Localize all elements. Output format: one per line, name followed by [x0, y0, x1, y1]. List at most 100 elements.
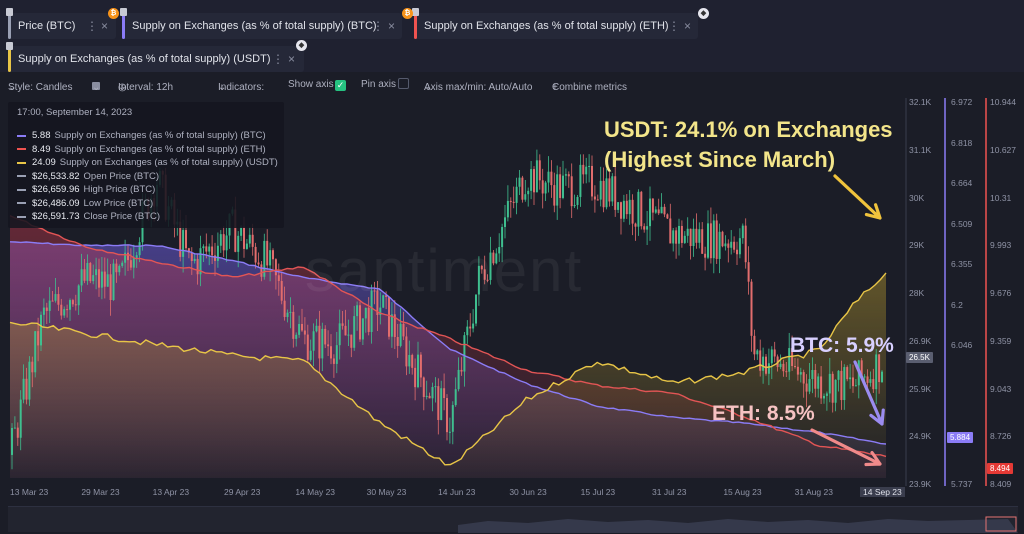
candle-body: [857, 360, 860, 386]
candle-body: [506, 200, 509, 218]
candle-body: [564, 174, 567, 176]
show-axis-checkbox[interactable]: ✓: [335, 80, 346, 91]
usdt-annotation-line1: USDT: 24.1% on Exchanges: [604, 117, 893, 142]
hover-tooltip: 17:00, September 14, 2023 5.88 Supply on …: [8, 102, 284, 228]
btc-axis-tick-label: 6.2: [951, 299, 963, 310]
candle-body: [701, 229, 704, 254]
pin-axis-checkbox[interactable]: [398, 78, 409, 89]
tooltip-label: Open Price (BTC): [83, 170, 160, 182]
tab-supply-btc[interactable]: Supply on Exchanges (as % of total suppl…: [122, 13, 402, 39]
candle-body: [251, 234, 254, 247]
candle-body: [567, 174, 570, 177]
candle-body: [214, 255, 216, 261]
candle-body: [825, 393, 828, 396]
tooltip-row: $26,486.09 Low Price (BTC): [17, 198, 153, 209]
candle-body: [240, 226, 243, 236]
candle-body: [327, 344, 330, 347]
candle-body: [767, 363, 770, 374]
candle-body: [431, 387, 434, 399]
candle-body: [770, 349, 773, 364]
candle-body: [750, 281, 753, 336]
candle-body: [524, 194, 527, 200]
close-icon[interactable]: ×: [288, 52, 296, 66]
candle-body: [863, 376, 866, 378]
more-icon[interactable]: ⋮: [372, 19, 384, 33]
candle-body: [95, 269, 98, 276]
candle-body: [399, 323, 402, 346]
eth-axis-tick-label: 8.726: [990, 431, 1012, 442]
candle-body: [721, 231, 724, 247]
candle-body: [631, 199, 634, 224]
more-icon[interactable]: ⋮: [668, 19, 680, 33]
lock-icon: [412, 8, 419, 16]
candle-body: [132, 257, 135, 268]
price-axis-tick-label: 30K: [909, 192, 925, 203]
candle-body: [103, 271, 106, 287]
x-axis-tick-label: 31 Jul 23: [652, 487, 687, 497]
candle-body: [611, 176, 614, 202]
timeline-navigator[interactable]: [8, 506, 1018, 533]
candle-body: [535, 160, 538, 193]
candle-body: [640, 191, 643, 227]
tab-color-bar: [122, 13, 125, 39]
candle-body: [698, 229, 701, 243]
candle-body: [692, 228, 695, 247]
candle-body: [196, 258, 199, 275]
candle-body: [205, 246, 208, 252]
candle-body: [34, 331, 37, 373]
tab-price-btc[interactable]: Price (BTC) ⋮ ×: [8, 13, 116, 39]
candle-body: [367, 307, 370, 332]
close-icon[interactable]: ×: [388, 19, 396, 33]
candle-body: [332, 358, 335, 364]
candle-body: [69, 300, 71, 310]
candle-body: [834, 379, 837, 403]
more-icon[interactable]: ⋮: [272, 52, 284, 66]
btc-axis-tick-label: 6.664: [951, 178, 973, 188]
candle-body: [759, 350, 762, 371]
candle-body: [263, 240, 266, 277]
candle-body: [738, 238, 741, 255]
candle-body: [135, 255, 138, 258]
close-icon[interactable]: ×: [101, 19, 109, 33]
candle-body: [654, 209, 657, 213]
btc-arrow-icon: [853, 360, 885, 426]
btc-axis-tick-label: 6.509: [951, 218, 973, 229]
candle-body: [129, 260, 132, 268]
close-icon[interactable]: ×: [684, 19, 692, 33]
candle-body: [779, 363, 782, 368]
tooltip-value: $26,533.82: [32, 170, 80, 182]
candle-body: [272, 250, 274, 260]
candle-body: [121, 262, 124, 266]
candle-body: [92, 275, 95, 282]
candle-body: [533, 169, 535, 193]
candle-body: [695, 228, 698, 243]
tab-label: Supply on Exchanges (as % of total suppl…: [424, 20, 669, 32]
candle-body: [42, 307, 45, 315]
btc-axis-tick-label: 6.355: [951, 259, 973, 269]
candle-body: [19, 399, 22, 438]
candle-body: [646, 226, 649, 230]
candle-body: [402, 323, 405, 337]
tab-supply-usdt[interactable]: Supply on Exchanges (as % of total suppl…: [8, 46, 304, 72]
candle-body: [547, 171, 550, 183]
x-axis-tick-label: 14 May 23: [295, 487, 336, 497]
bitcoin-badge-icon: ₿: [108, 8, 119, 19]
candle-body: [309, 350, 312, 360]
chevron-down-icon: ⌄: [8, 82, 17, 93]
tab-supply-eth[interactable]: Supply on Exchanges (as % of total suppl…: [414, 13, 698, 39]
candle-body: [504, 217, 506, 227]
candle-body: [559, 174, 562, 198]
candle-body: [219, 234, 222, 246]
candle-body: [765, 356, 767, 374]
candle-body: [620, 202, 622, 219]
chevron-down-icon: ⌄: [218, 82, 227, 93]
candle-body: [182, 230, 185, 257]
candle-body: [622, 200, 625, 219]
candle-body: [414, 367, 417, 388]
chevron-down-icon: ⌄: [118, 82, 127, 93]
candle-body: [515, 186, 518, 203]
candle-body: [541, 180, 544, 194]
candle-body: [124, 252, 127, 263]
axis-maxmin-label: Axis max/min: Auto/Auto: [424, 82, 533, 93]
more-icon[interactable]: ⋮: [86, 19, 98, 33]
